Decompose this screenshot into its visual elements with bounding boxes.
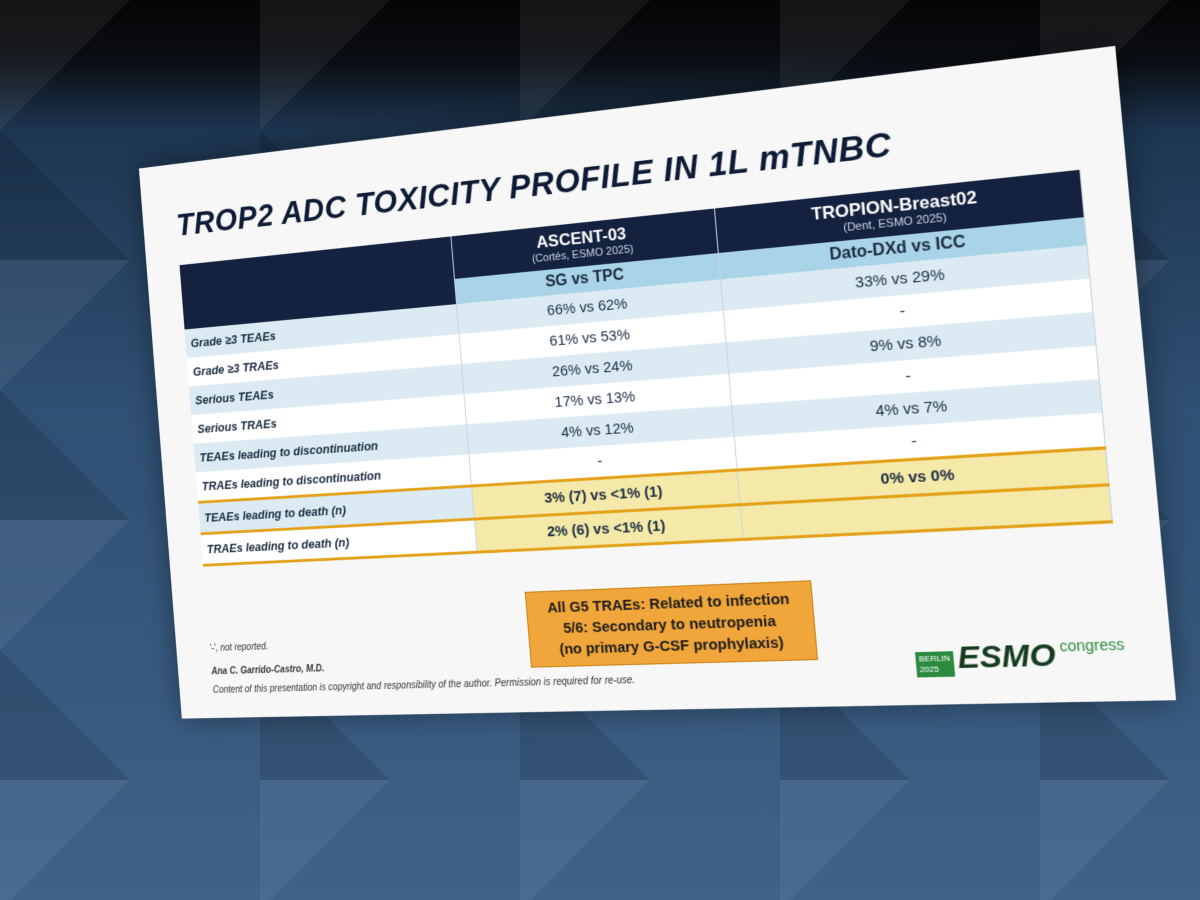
logo-badge: BERLIN 2025 bbox=[914, 651, 956, 678]
logo-brand: ESMO bbox=[956, 637, 1058, 676]
copyright: Content of this presentation is copyrigh… bbox=[212, 674, 636, 696]
logo-year: 2025 bbox=[919, 664, 940, 675]
logo: BERLIN 2025 ESMO congress bbox=[914, 636, 1127, 678]
logo-city: BERLIN bbox=[918, 653, 951, 664]
toxicity-table: ASCENT-03 (Cortés, ESMO 2025) TROPION-Bre… bbox=[179, 169, 1114, 567]
footnote: '-', not reported. bbox=[209, 641, 269, 654]
logo-word: congress bbox=[1058, 635, 1126, 655]
author: Ana C. Garrido-Castro, M.D. bbox=[211, 663, 325, 678]
callout: All G5 TRAEs: Related to infection 5/6: S… bbox=[524, 580, 819, 668]
